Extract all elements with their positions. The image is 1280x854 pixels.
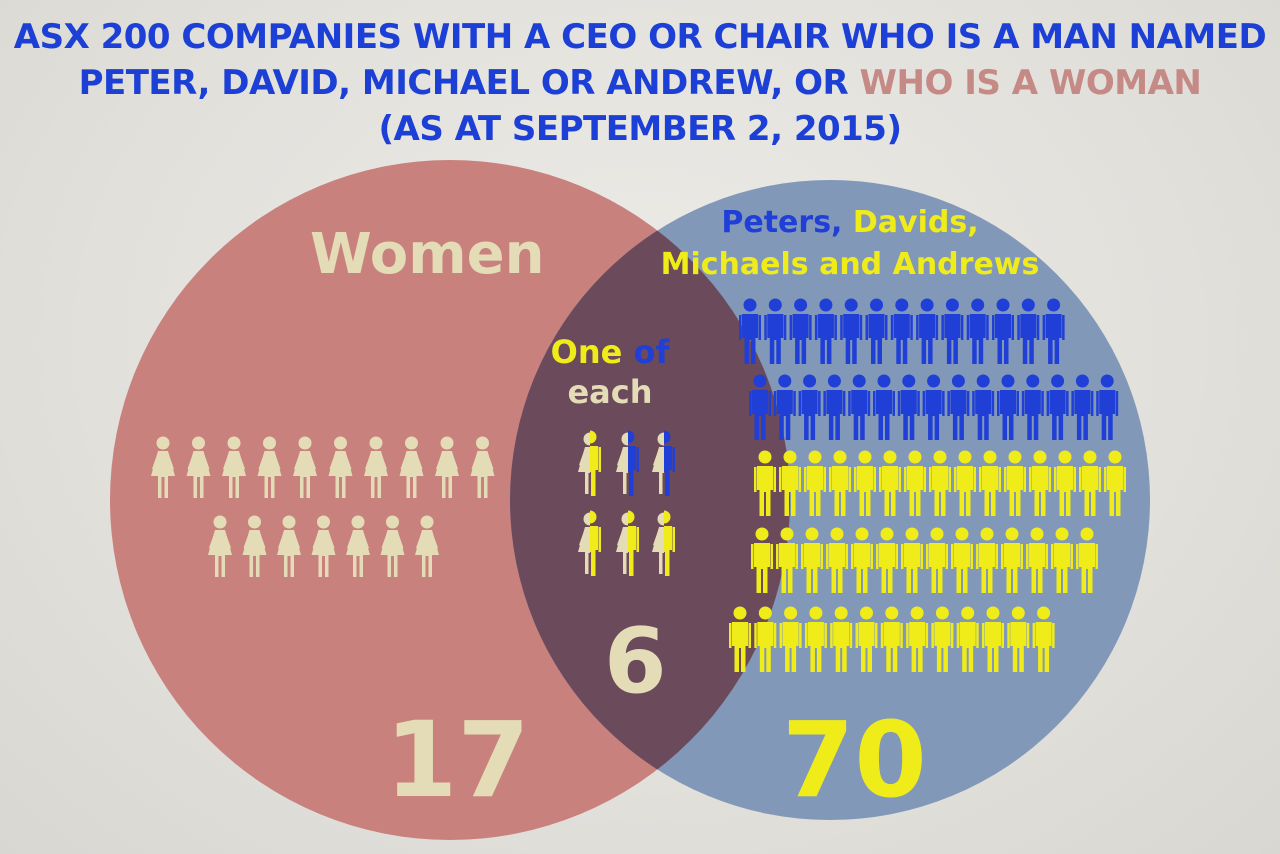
women-count: 17 [385,699,530,821]
overlap-label-part-2: of [633,333,670,371]
overlap-count: 6 [604,609,667,714]
overlap-label: One of each [540,332,680,412]
title-line-2: PETER, DAVID, MICHAEL OR ANDREW, OR WHO … [0,60,1280,106]
men-label-part-1: Peters, [721,205,843,240]
title-line-1: ASX 200 COMPANIES WITH A CEO OR CHAIR WH… [13,17,1267,57]
title-line-2-prefix: PETER, DAVID, MICHAEL OR ANDREW, OR [78,63,860,103]
men-count: 70 [782,699,927,821]
men-label-part-2: Davids, [852,205,979,240]
men-label: Peters, Davids, Michaels and Andrews [640,202,1060,286]
title-line-3: (AS AT SEPTEMBER 2, 2015) [378,109,903,149]
title-line-2-highlight: WHO IS A WOMAN [859,63,1202,103]
women-label: Women [310,222,545,287]
overlap-region [510,180,790,820]
men-label-part-3: Michaels and Andrews [660,247,1040,282]
overlap-label-part-1: One [550,333,623,371]
overlap-label-part-3: each [567,373,653,411]
chart-title: ASX 200 COMPANIES WITH A CEO OR CHAIR WH… [0,14,1280,152]
